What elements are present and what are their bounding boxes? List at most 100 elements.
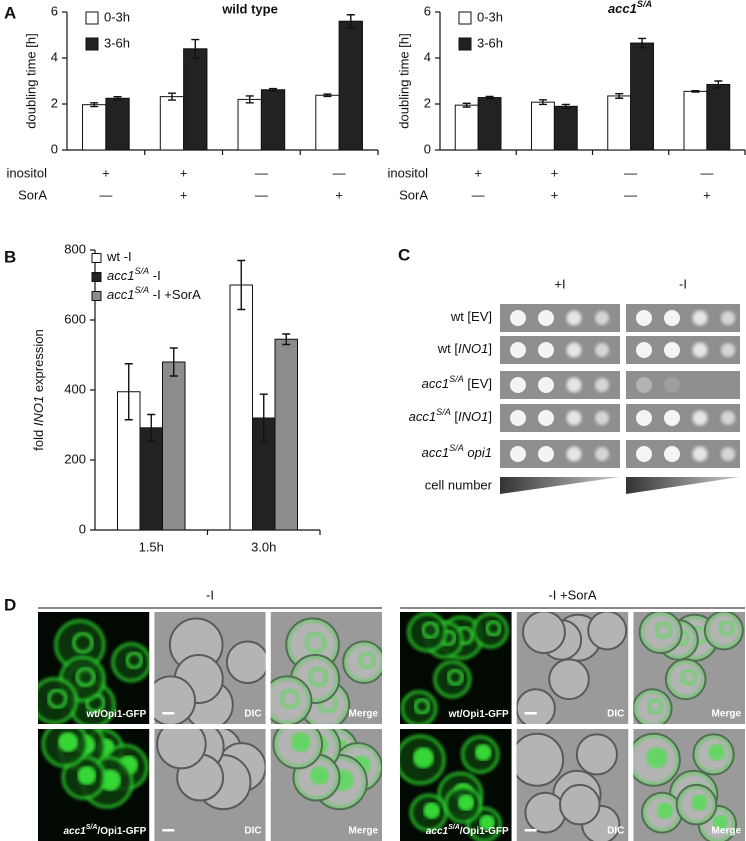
y-tick-label: 2 [51,95,58,110]
micrograph: acc1S/A/Opi1-GFP [400,729,512,841]
chart-title: wild type [221,1,278,16]
legend-swatch [458,37,472,51]
gfp-ring [640,612,681,653]
gfp-nucleus [474,743,492,761]
legend-label: acc1S/A -I +SorA [107,285,201,302]
text-part: -I [149,268,161,283]
legend-label: 0-3h [477,9,503,24]
text-part: INO1 [458,341,488,356]
micrograph: Merge [270,612,382,724]
panel-label: D [4,595,16,614]
cell [548,658,590,701]
x-tick-label: 3.0h [251,539,276,554]
condition-label: inositol [7,165,48,180]
gfp-ring [38,677,78,724]
spot [510,446,526,462]
gfp-ring [677,785,716,824]
gfp-nucleus [647,698,664,715]
text-part: wt/Opi1-GFP [85,709,146,720]
gfp-nucleus [654,621,673,639]
error-bar [191,38,200,59]
y-tick-label: 6 [424,3,431,18]
y-tick-label: 0 [51,141,58,156]
spot [595,378,609,392]
spot [636,342,652,358]
gfp-nucleus [75,667,96,687]
gfp-ring [472,612,509,649]
condition-mark: — [255,165,268,180]
micrograph: acc1S/A/Opi1-GFP [38,729,150,841]
image-label: DIC [607,709,624,720]
bar [706,83,731,151]
spot [692,310,708,326]
error-bar [169,347,178,377]
bar [315,94,340,151]
gfp-nucleus [691,794,708,812]
text-part: ] [488,409,492,424]
y-tick-label: 200 [64,451,86,466]
legend-swatch [85,37,99,51]
condition-mark: — [333,165,346,180]
gradient-wedge [626,477,740,494]
text-part: wt [ [437,341,459,356]
gfp-nucleus [479,814,496,831]
bar [274,338,298,531]
spot [595,343,609,357]
condition-label: inositol [388,165,429,180]
condition-mark: — [624,187,637,202]
text-part: S/A [449,374,464,384]
gfp-nucleus [656,802,674,820]
text-part: wt [EV] [450,309,492,324]
condition-mark: — [255,187,268,202]
gfp-nucleus [680,668,698,686]
text-part: S/A [449,443,464,453]
spot [721,411,735,425]
text-part: acc1 [426,826,449,837]
image-label: wt/Opi1-GFP [448,709,509,720]
spot [566,310,582,326]
scale-bar [162,829,175,832]
cell [342,640,382,685]
cell [664,658,707,701]
y-tick-label: 2 [424,95,431,110]
gfp-ring [111,642,150,683]
bar [183,48,208,151]
gradient-wedge [500,477,620,494]
spot [664,446,680,462]
micrograph: Merge [270,729,382,841]
spot [692,410,708,426]
strain-label: acc1S/A [EV] [422,374,492,391]
image-label: Merge [349,709,379,720]
spot [692,446,708,462]
spot [510,410,526,426]
legend-swatch [91,291,102,301]
spot [636,377,652,393]
error-bar [538,99,547,106]
gfp-nucleus [646,747,668,769]
y-tick-label: 6 [51,3,58,18]
gfp-nucleus [125,651,144,670]
text-part: S/A [436,407,451,417]
cell [156,729,207,770]
spot [538,377,554,393]
column-header: +I [554,276,565,291]
image-label: DIC [244,709,261,720]
text-part: wt/Opi1-GFP [448,709,509,720]
condition-mark: + [180,165,188,180]
cell [558,783,601,826]
error-bar [269,87,278,92]
micrograph: wt/Opi1-GFP [38,612,150,724]
cell [524,791,567,834]
gfp-nucleus [304,632,327,654]
plate-strip [626,371,740,399]
text-part: INO1 [31,396,46,426]
legend-swatch [458,11,472,25]
spot [538,310,554,326]
spot [566,342,582,358]
gfp-ring [705,612,743,649]
spot [664,310,680,326]
image-label: acc1S/A/Opi1-GFP [426,824,509,836]
bar [683,90,708,151]
error-bar [90,102,99,108]
